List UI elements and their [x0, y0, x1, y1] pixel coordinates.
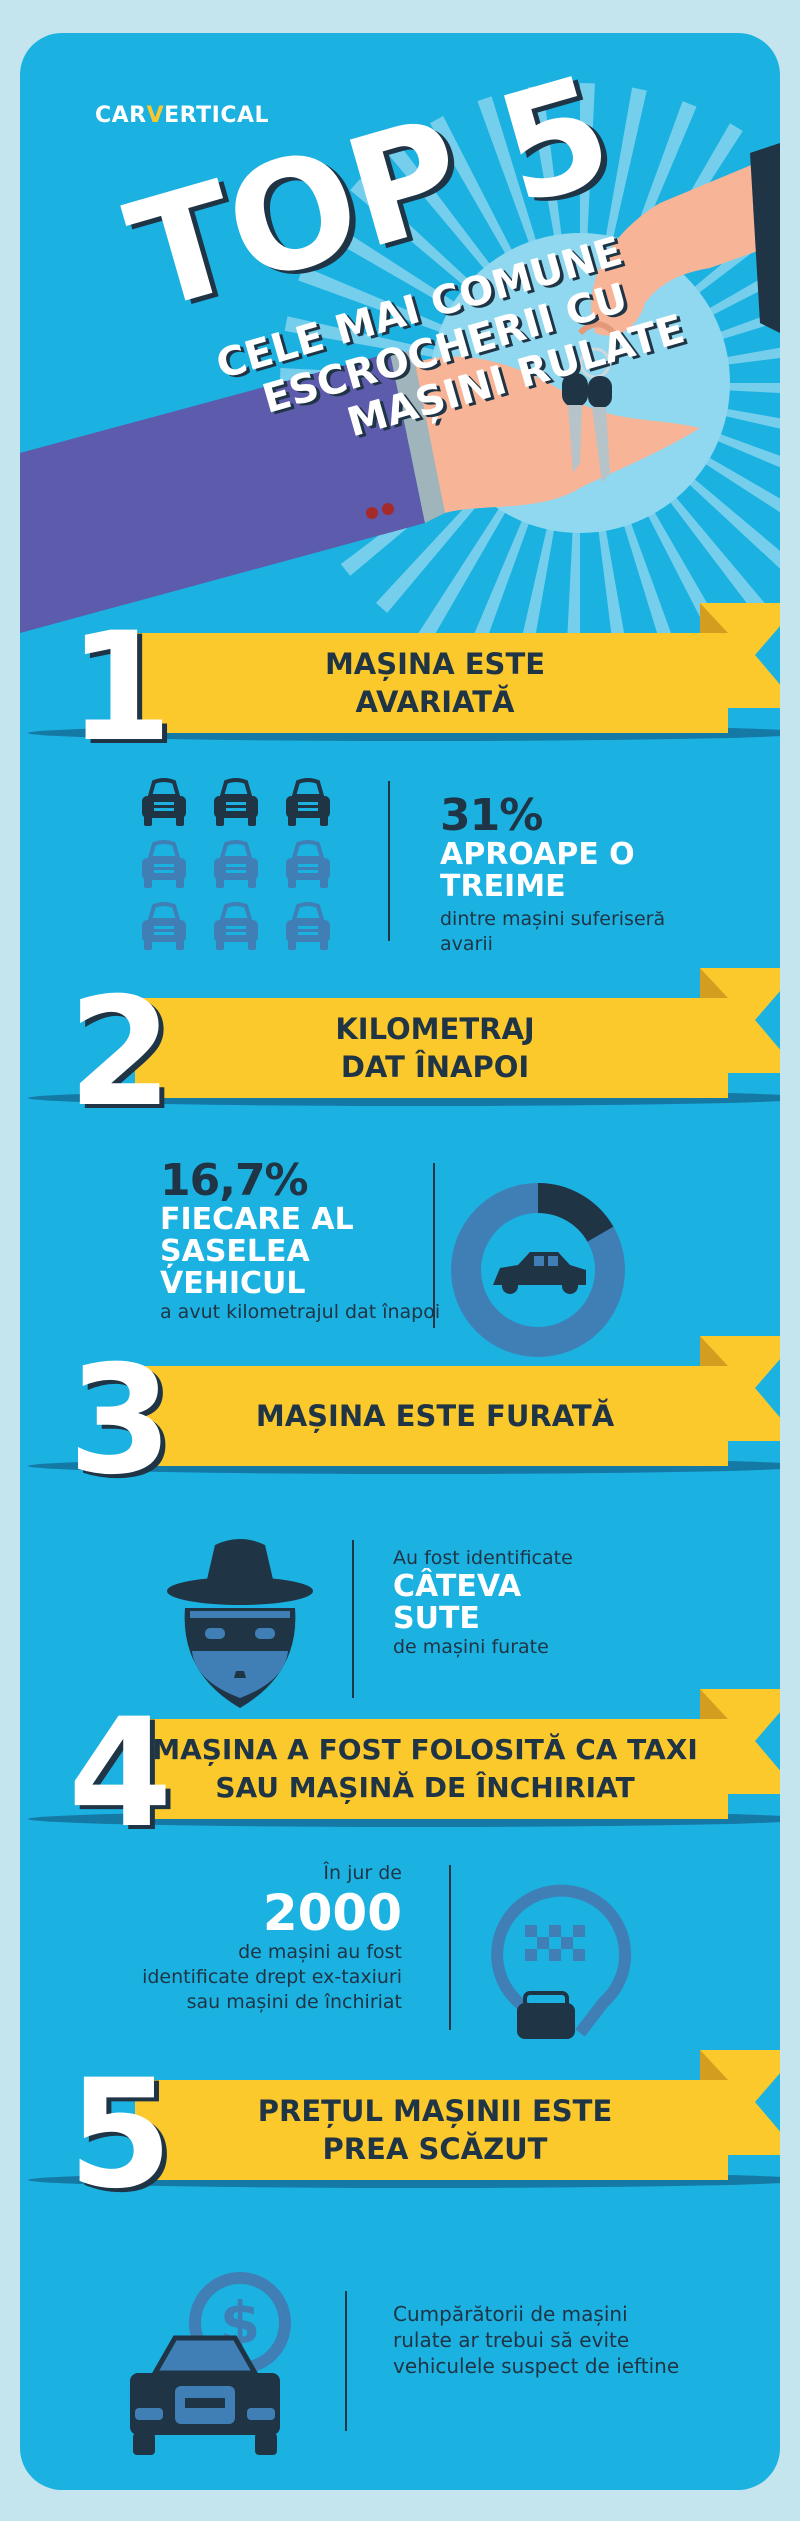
car-icon	[142, 902, 186, 950]
stat-caption: dintre mașini suferiseră avarii	[440, 908, 666, 955]
car-grid-icon	[142, 778, 330, 950]
infographic-card: CARVERTICAL TOP 5 CELE MAI COMUNE ESCROC…	[20, 33, 780, 2490]
car-icon	[214, 778, 258, 826]
sleeve	[20, 353, 425, 633]
ribbon-band	[135, 2080, 728, 2180]
taxi-pin-icon	[491, 1884, 632, 2039]
upper-hand	[591, 153, 780, 336]
ribbon-band	[135, 1366, 728, 1466]
stat-highlight: FIECARE AL ȘASELEA VEHICUL	[160, 1202, 354, 1301]
car-icon	[286, 840, 330, 888]
car-icon	[214, 902, 258, 950]
car-dollar-icon: $	[130, 2272, 291, 2455]
donut-highlight-segment	[537, 1183, 614, 1243]
section-1-stats: 31% APROAPE O TREIME dintre mașini suferi…	[440, 793, 670, 957]
stat-caption: de mașini au fost identificate drept ex-t…	[142, 1941, 402, 2013]
car-icon	[286, 778, 330, 826]
ribbon-2: 2 KILOMETRAJ DAT ÎNAPOI	[20, 968, 780, 1128]
ribbon-5: 5 PREȚUL MAȘINII ESTE PREA SCĂZUT	[20, 2050, 780, 2210]
section-3-stats: Au fost identificate CÂTEVA SUTE de mașin…	[393, 1547, 573, 1658]
ribbon-4: 4 MAȘINA A FOST FOLOSITĂ CA TAXI SAU MAȘI…	[20, 1689, 780, 1849]
car-icon	[214, 840, 258, 888]
item-title: MAȘINA A FOST FOLOSITĂ CA TAXI SAU MAȘINĂ…	[152, 1733, 698, 1804]
section-2-stats: 16,7% FIECARE AL ȘASELEA VEHICUL a avut ki…	[160, 1158, 440, 1325]
carvertical-logo: CARVERTICAL	[95, 103, 270, 128]
stat-highlight: APROAPE O TREIME	[440, 837, 635, 904]
stat-value: 31%	[440, 790, 543, 841]
ribbon-3: 3 MAȘINA ESTE FURATĂ	[20, 1336, 780, 1496]
car-icon	[142, 778, 186, 826]
hand-keys-illustration	[20, 83, 780, 653]
ribbon-1: 1 MAȘINA ESTE AVARIATĂ	[20, 603, 780, 763]
item-title: PREȚUL MAȘINII ESTE PREA SCĂZUT	[257, 2094, 613, 2166]
item-number: 4	[68, 1687, 173, 1861]
car-icon	[286, 902, 330, 950]
ribbon-band	[135, 998, 728, 1098]
stat-caption: de mașini furate	[393, 1636, 549, 1658]
item-title: MAȘINA ESTE FURATĂ	[255, 1399, 615, 1433]
stat-caption: a avut kilometrajul dat înapoi	[160, 1301, 441, 1323]
item-number: 1	[68, 601, 173, 775]
stat-value: 2000	[262, 1884, 402, 1942]
item-number: 2	[68, 966, 173, 1140]
item-number: 5	[68, 2048, 173, 2222]
ribbon-band	[135, 1719, 728, 1819]
item-title: MAȘINA ESTE AVARIATĂ	[324, 647, 546, 719]
section-4-stats: În jur de 2000 de mașini au fost identifi…	[120, 1861, 402, 2015]
stat-value: 16,7%	[160, 1155, 309, 1206]
section-5-text: Cumpărătorii de mașini rulate ar trebui s…	[393, 2302, 680, 2378]
ribbon-band	[135, 633, 728, 733]
donut-car-icon	[451, 1183, 625, 1357]
item-number: 3	[68, 1334, 173, 1508]
thief-icon	[167, 1539, 313, 1708]
lower-hand	[415, 356, 700, 513]
stat-highlight: CÂTEVA SUTE	[393, 1569, 522, 1636]
item-title: KILOMETRAJ DAT ÎNAPOI	[335, 1012, 535, 1084]
car-icon	[142, 840, 186, 888]
